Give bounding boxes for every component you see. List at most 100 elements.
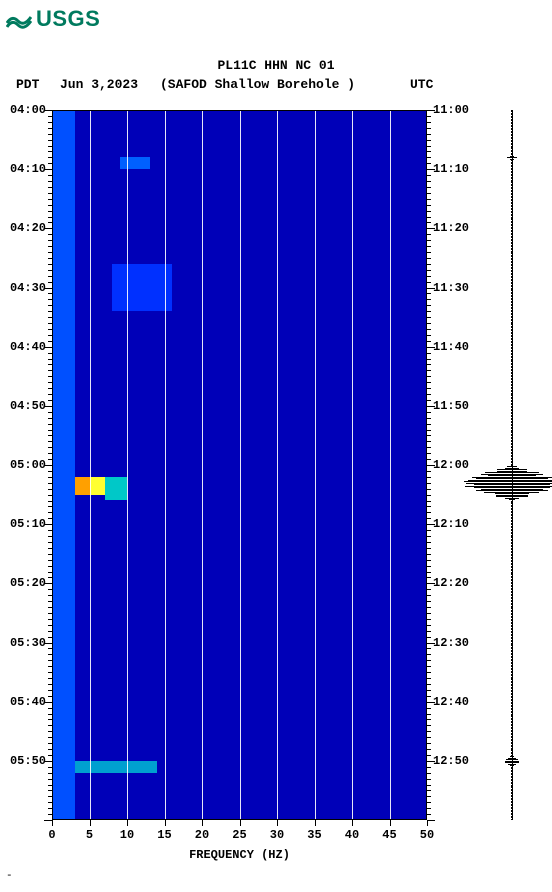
spectrogram-feature	[67, 761, 157, 773]
xtick	[277, 820, 278, 826]
ytick	[48, 566, 52, 567]
right-time-label: 12:40	[433, 695, 469, 709]
ytick	[427, 116, 431, 117]
left-time-label: 04:40	[10, 340, 46, 354]
ytick	[48, 305, 52, 306]
ytick	[427, 252, 431, 253]
ytick	[427, 785, 431, 786]
gridline	[127, 110, 128, 820]
ytick	[427, 619, 431, 620]
frequency-tick-label: 20	[195, 828, 209, 842]
right-time-label: 11:40	[433, 340, 469, 354]
left-time-label: 05:00	[10, 458, 46, 472]
ytick	[48, 329, 52, 330]
ytick	[427, 222, 431, 223]
frequency-tick-label: 40	[345, 828, 359, 842]
frequency-axis: 05101520253035404550	[52, 820, 427, 850]
ytick	[48, 654, 52, 655]
ytick	[427, 311, 431, 312]
ytick	[427, 589, 431, 590]
ytick	[427, 708, 431, 709]
ytick	[48, 518, 52, 519]
ytick	[48, 151, 52, 152]
right-timezone: UTC	[410, 77, 433, 92]
ytick	[427, 560, 431, 561]
ytick	[427, 193, 431, 194]
ytick	[427, 779, 431, 780]
left-time-label: 05:20	[10, 576, 46, 590]
left-time-label: 04:10	[10, 162, 46, 176]
ytick	[427, 430, 431, 431]
station-name: (SAFOD Shallow Borehole )	[160, 77, 355, 92]
ytick	[48, 548, 52, 549]
frequency-tick-label: 50	[420, 828, 434, 842]
plot-title: PL11C HHN NC 01	[0, 58, 552, 73]
ytick	[427, 240, 431, 241]
logo-text: USGS	[36, 6, 100, 32]
ytick	[427, 317, 431, 318]
ytick	[48, 424, 52, 425]
ytick	[48, 708, 52, 709]
ytick	[427, 625, 431, 626]
ytick	[48, 323, 52, 324]
ytick	[48, 276, 52, 277]
ytick	[48, 572, 52, 573]
ytick	[48, 435, 52, 436]
ytick	[48, 619, 52, 620]
ytick	[48, 222, 52, 223]
left-time-label: 05:30	[10, 636, 46, 650]
ytick	[48, 672, 52, 673]
ytick	[48, 388, 52, 389]
ytick	[48, 536, 52, 537]
plot-date: Jun 3,2023	[60, 77, 138, 92]
ytick	[48, 613, 52, 614]
ytick	[427, 719, 431, 720]
left-time-label: 05:40	[10, 695, 46, 709]
ytick	[48, 796, 52, 797]
xtick	[315, 820, 316, 826]
wave-icon	[6, 9, 32, 29]
ytick	[427, 790, 431, 791]
ytick	[48, 400, 52, 401]
right-time-label: 12:30	[433, 636, 469, 650]
gridline	[277, 110, 278, 820]
ytick	[427, 796, 431, 797]
ytick	[48, 743, 52, 744]
ytick	[427, 234, 431, 235]
ytick	[48, 181, 52, 182]
left-timezone: PDT	[16, 77, 39, 92]
ytick	[427, 471, 431, 472]
frequency-tick-label: 30	[270, 828, 284, 842]
gridline	[202, 110, 203, 820]
spectrogram-feature	[90, 477, 105, 495]
frequency-tick-label: 15	[157, 828, 171, 842]
left-time-axis: 04:0004:1004:2004:3004:4004:5005:0005:10…	[0, 110, 52, 820]
ytick	[427, 151, 431, 152]
right-time-label: 11:10	[433, 162, 469, 176]
ytick	[427, 518, 431, 519]
ytick	[427, 714, 431, 715]
left-time-label: 05:50	[10, 754, 46, 768]
left-time-label: 04:30	[10, 281, 46, 295]
gridline	[315, 110, 316, 820]
ytick	[48, 666, 52, 667]
ytick	[48, 205, 52, 206]
ytick	[427, 323, 431, 324]
ytick	[427, 435, 431, 436]
ytick	[427, 299, 431, 300]
ytick	[427, 731, 431, 732]
ytick	[48, 678, 52, 679]
ytick	[427, 364, 431, 365]
ytick	[427, 424, 431, 425]
ytick	[427, 489, 431, 490]
ytick	[427, 631, 431, 632]
ytick	[427, 382, 431, 383]
right-time-label: 11:20	[433, 221, 469, 235]
ytick	[48, 660, 52, 661]
ytick	[427, 648, 431, 649]
xtick	[165, 820, 166, 826]
ytick	[427, 276, 431, 277]
ytick	[48, 157, 52, 158]
ytick	[427, 637, 431, 638]
gridline	[352, 110, 353, 820]
